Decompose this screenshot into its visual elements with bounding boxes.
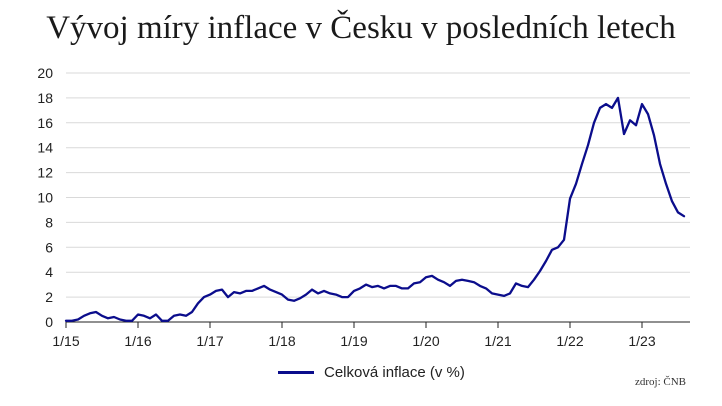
chart-title: Vývoj míry inflace v Česku v posledních …	[46, 10, 676, 46]
x-tick-label: 1/17	[196, 333, 223, 349]
x-tick-label: 1/20	[412, 333, 439, 349]
x-tick-label: 1/23	[628, 333, 655, 349]
y-tick-label: 20	[37, 65, 53, 81]
y-tick-label: 10	[37, 190, 53, 206]
series-line-0	[64, 96, 686, 322]
legend: Celková inflace (v %)	[278, 364, 465, 381]
y-tick-label: 4	[45, 264, 53, 280]
y-tick-label: 12	[37, 165, 53, 181]
legend-label: Celková inflace (v %)	[324, 364, 465, 381]
y-tick-label: 14	[37, 140, 53, 156]
source-note: zdroj: ČNB	[634, 376, 686, 388]
legend-line-swatch	[278, 371, 314, 374]
x-axis	[65, 321, 690, 328]
x-tick-label: 1/18	[268, 333, 295, 349]
y-tick-label: 18	[37, 90, 53, 106]
x-tick-label: 1/22	[556, 333, 583, 349]
y-tick-label: 8	[45, 214, 53, 230]
x-tick-label: 1/16	[124, 333, 151, 349]
y-tick-label: 2	[45, 289, 53, 305]
series-lines	[64, 96, 686, 322]
x-tick-label: 1/15	[52, 333, 79, 349]
gridlines	[66, 72, 690, 298]
y-tick-label: 6	[45, 239, 53, 255]
x-tick-label: 1/19	[340, 333, 367, 349]
x-axis-tick-labels: 1/15 1/16 1/17 1/18 1/19 1/20 1/21 1/22 1/23	[52, 333, 655, 349]
y-tick-label: 0	[45, 314, 53, 330]
y-tick-label: 16	[37, 115, 53, 131]
x-tick-label: 1/21	[484, 333, 511, 349]
y-axis-tick-labels: 0 2 4 6 8 10 12 14 16 18 20	[37, 65, 53, 330]
